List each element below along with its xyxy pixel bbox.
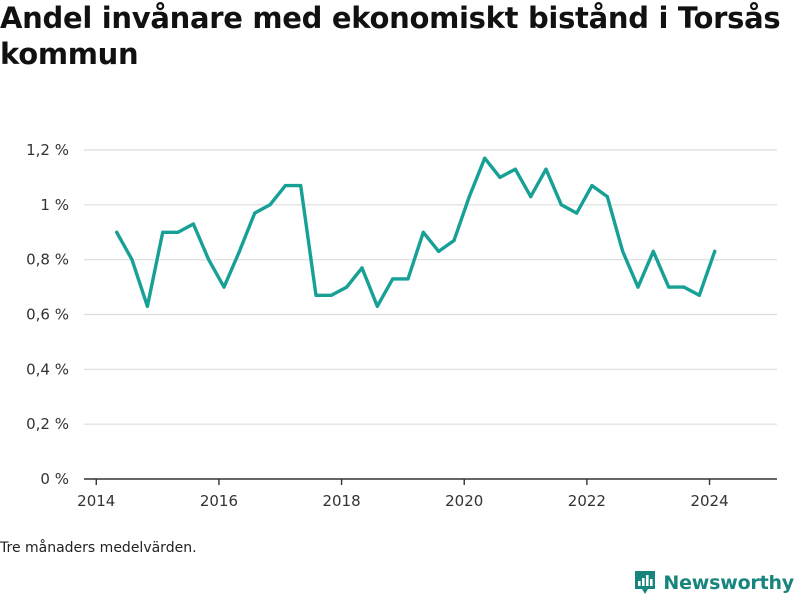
data-point	[513, 167, 517, 171]
x-tick-label: 2014	[77, 492, 115, 510]
data-point	[544, 167, 548, 171]
chart-footnote: Tre månaders medelvärden.	[0, 540, 197, 556]
data-point	[483, 156, 487, 160]
data-point	[161, 230, 165, 234]
data-point	[391, 277, 395, 281]
data-point	[314, 293, 318, 297]
series-layer	[114, 156, 717, 308]
data-point	[176, 230, 180, 234]
y-tick-label: 0,2 %	[26, 415, 69, 433]
data-point	[498, 175, 502, 179]
data-point	[375, 304, 379, 308]
data-point	[559, 203, 563, 207]
series-line	[114, 156, 717, 308]
brand-logo[interactable]: Newsworthy	[633, 570, 794, 596]
data-point	[713, 249, 717, 253]
data-point	[406, 277, 410, 281]
data-point	[130, 258, 134, 262]
data-point	[237, 249, 241, 253]
data-point	[345, 285, 349, 289]
y-tick-label: 0 %	[40, 470, 69, 488]
data-point	[268, 203, 272, 207]
data-point	[437, 249, 441, 253]
data-point	[575, 211, 579, 215]
gridlines	[84, 149, 777, 425]
data-point	[253, 211, 257, 215]
data-point	[283, 184, 287, 188]
x-tick-label: 2020	[445, 492, 483, 510]
x-tick-label: 2018	[322, 492, 360, 510]
data-point	[299, 184, 303, 188]
y-tick-label: 0,4 %	[26, 360, 69, 378]
data-point	[636, 285, 640, 289]
y-tick-label: 0,8 %	[26, 251, 69, 269]
data-point	[467, 195, 471, 199]
data-point	[360, 266, 364, 270]
chart-title: Andel invånare med ekonomiskt bistånd i …	[0, 1, 781, 71]
y-tick-label: 1,2 %	[26, 141, 69, 159]
x-tick-label: 2022	[568, 492, 606, 510]
data-point	[651, 249, 655, 253]
data-point	[682, 285, 686, 289]
x-axis: 2014 2016 2018 2020 2022 2024	[77, 478, 777, 510]
data-point	[191, 222, 195, 226]
data-point	[115, 230, 119, 234]
data-point	[697, 293, 701, 297]
data-point	[207, 258, 211, 262]
x-tick-label: 2024	[690, 492, 728, 510]
data-point	[421, 230, 425, 234]
y-axis-tick-labels: 0 % 0,2 % 0,4 % 0,6 % 0,8 % 1 % 1,2 %	[26, 141, 69, 488]
data-point	[605, 195, 609, 199]
data-point	[452, 238, 456, 243]
brand-name: Newsworthy	[663, 572, 794, 594]
data-point	[145, 304, 149, 308]
data-point	[222, 285, 226, 289]
newsworthy-logo-icon	[635, 571, 656, 594]
data-point	[667, 285, 671, 289]
data-point	[621, 249, 625, 253]
data-point	[529, 195, 533, 199]
data-point	[329, 293, 333, 297]
y-tick-label: 0,6 %	[26, 306, 69, 324]
y-tick-label: 1 %	[40, 196, 69, 214]
x-tick-label: 2016	[200, 492, 238, 510]
data-point	[590, 184, 594, 188]
